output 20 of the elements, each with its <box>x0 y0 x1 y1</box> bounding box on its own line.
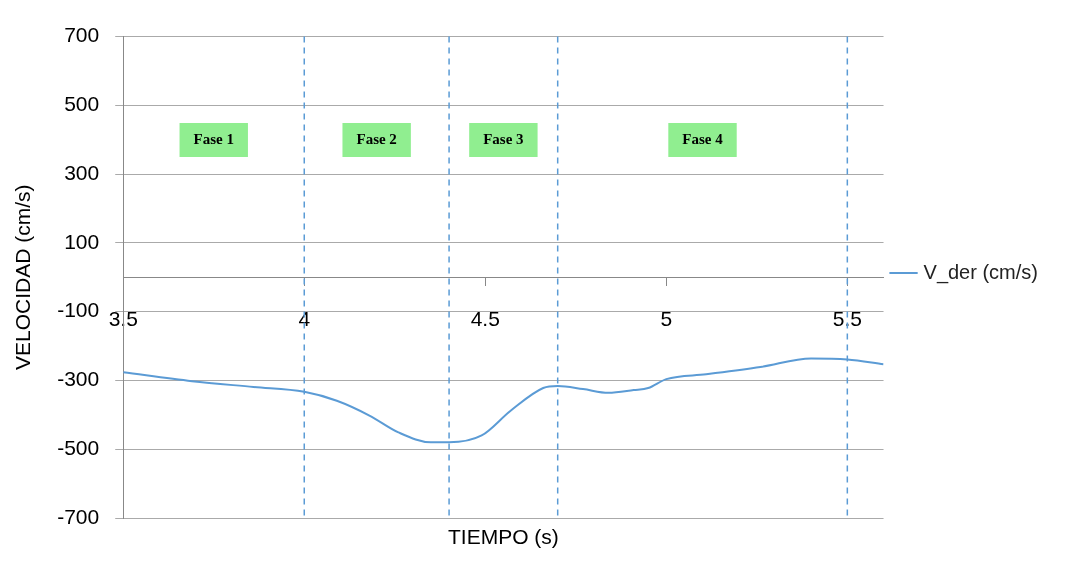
y-tick-label: 100 <box>64 229 100 253</box>
x-tick-label: 4.5 <box>470 306 500 330</box>
y-axis-title: VELOCIDAD (cm/s) <box>11 184 35 371</box>
annotation: Fase 4 <box>682 130 724 147</box>
x-tick-label: 4 <box>298 306 311 330</box>
annotation: Fase 3 <box>483 130 524 147</box>
y-tick-label: -700 <box>57 504 100 528</box>
annotation: Fase 1 <box>193 130 234 147</box>
annotation: Fase 2 <box>356 130 397 147</box>
y-tick-label: -100 <box>57 298 100 322</box>
x-tick-label: 3.5 <box>108 306 138 330</box>
y-tick-label: -300 <box>57 367 100 391</box>
y-tick-label: 300 <box>64 160 100 184</box>
legend-label: V_der (cm/s) <box>923 260 1039 284</box>
y-tick-label: -500 <box>57 436 100 460</box>
x-tick-label: 5.5 <box>832 306 862 330</box>
y-tick-label: 700 <box>64 23 100 47</box>
x-tick-label: 5 <box>660 306 673 330</box>
y-tick-label: 500 <box>64 92 100 116</box>
x-axis-title: TIEMPO (s) <box>447 525 559 549</box>
